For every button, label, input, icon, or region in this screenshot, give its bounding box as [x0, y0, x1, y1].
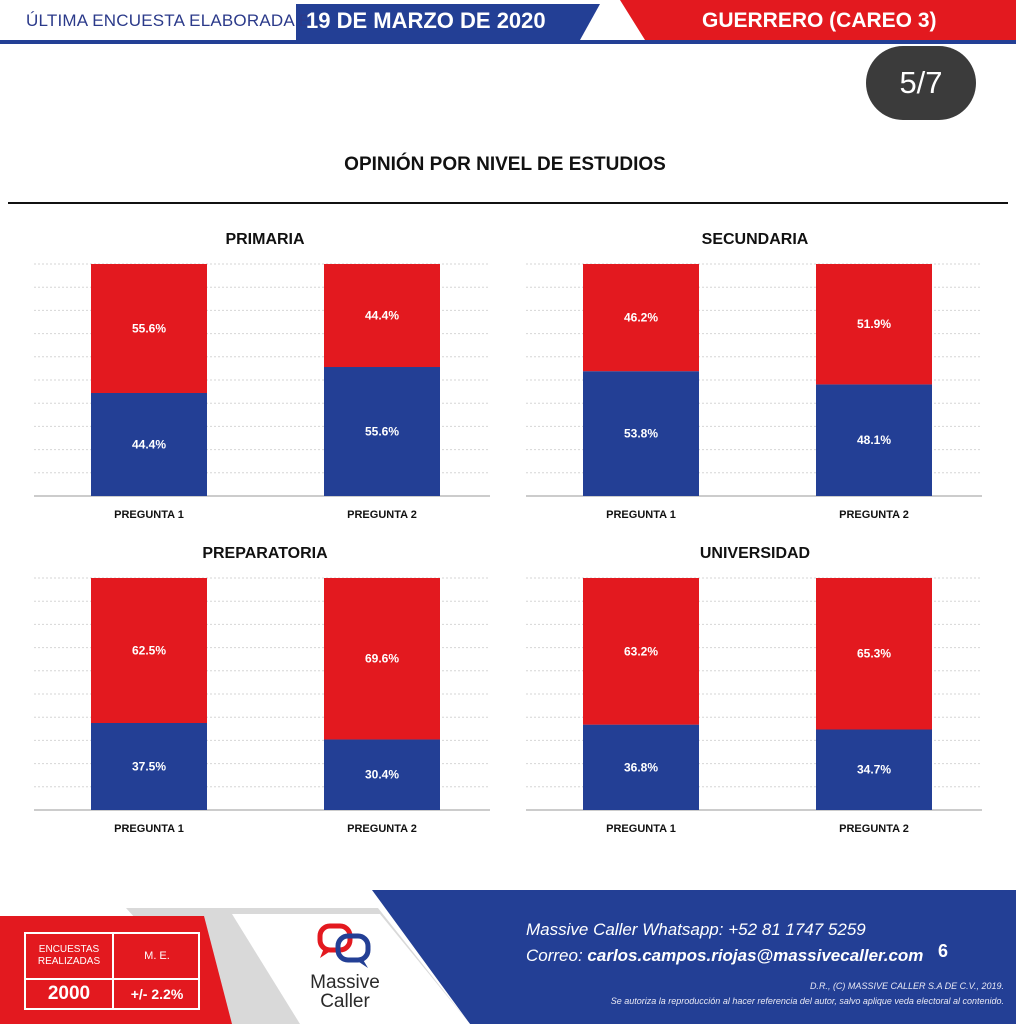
- secundaria-bar-2-segment-1: [816, 384, 932, 496]
- speech-bubbles-icon: [317, 923, 371, 968]
- whatsapp-contact: Massive Caller Whatsapp: +52 81 1747 525…: [526, 920, 866, 940]
- universidad-category-label: PREGUNTA 2: [839, 823, 909, 835]
- universidad-chart-title: UNIVERSIDAD: [700, 545, 810, 562]
- email-contact: Correo: carlos.campos.riojas@massivecall…: [526, 946, 923, 966]
- secundaria-bar-2-segment-2: [816, 264, 932, 385]
- secundaria-category-label: PREGUNTA 2: [839, 509, 909, 521]
- region-label: GUERRERO (CAREO 3): [702, 9, 937, 32]
- universidad-bar-2-segment-2: [816, 578, 932, 730]
- primaria-bar-2-segment-1: [324, 367, 440, 496]
- page-badge: 5/7: [866, 46, 976, 120]
- preparatoria-data-label: 37.5%: [132, 760, 166, 774]
- header-banner: ÚLTIMA ENCUESTA ELABORADA EL 19 DE MARZO…: [0, 0, 1016, 44]
- secundaria-data-label: 46.2%: [624, 311, 658, 325]
- preparatoria-data-label: 62.5%: [132, 644, 166, 658]
- logo-text-line1: Massive: [310, 972, 380, 993]
- preparatoria-bar-1-segment-2: [91, 578, 207, 723]
- email-label: Correo:: [526, 946, 583, 965]
- charts-area: PRIMARIA 44.4% 55.6% PREGUNTA 1 55.6% 44.4% PR…: [34, 231, 982, 835]
- whatsapp-number[interactable]: +52 81 1747 5259: [728, 920, 866, 939]
- header-background: [0, 0, 1016, 44]
- preparatoria-bar-2-segment-2: [324, 578, 440, 740]
- secundaria-category-label: PREGUNTA 1: [606, 509, 676, 521]
- universidad-data-label: 34.7%: [857, 763, 891, 777]
- primaria-bar-1-segment-2: [91, 264, 207, 393]
- preparatoria-bar-2-segment-1: [324, 739, 440, 810]
- primaria-chart-title: PRIMARIA: [225, 231, 305, 248]
- secundaria-data-label: 51.9%: [857, 317, 891, 331]
- universidad-category-label: PREGUNTA 1: [606, 823, 676, 835]
- universidad-bar-1-segment-2: [583, 578, 699, 725]
- primaria-data-label: 55.6%: [365, 425, 399, 439]
- page-number: 6: [938, 941, 949, 961]
- secundaria-bar-1-segment-2: [583, 264, 699, 372]
- secundaria-data-label: 48.1%: [857, 433, 891, 447]
- preparatoria-category-label: PREGUNTA 1: [114, 823, 184, 835]
- universidad-data-label: 36.8%: [624, 760, 658, 774]
- massive-caller-logo: Massive Caller: [300, 920, 390, 1020]
- margin-error-label: M. E.: [114, 934, 200, 980]
- surveys-label: ENCUESTAS REALIZADAS: [26, 934, 114, 980]
- email-link[interactable]: carlos.campos.riojas@massivecaller.com: [587, 946, 924, 965]
- logo-text-line2: Caller: [320, 991, 370, 1012]
- preparatoria-data-label: 69.6%: [365, 652, 399, 666]
- secundaria-data-label: 53.8%: [624, 427, 658, 441]
- reproduction-notice: Se autoriza la reproducción al hacer ref…: [610, 996, 1004, 1006]
- universidad-data-label: 65.3%: [857, 647, 891, 661]
- universidad-data-label: 63.2%: [624, 644, 658, 658]
- header-prefix: ÚLTIMA ENCUESTA ELABORADA EL: [26, 11, 321, 30]
- primaria-bar-2-segment-2: [324, 264, 440, 368]
- preparatoria-bar-1-segment-1: [91, 723, 207, 810]
- survey-stats-box: ENCUESTAS REALIZADAS M. E. 2000 +/- 2.2%: [24, 932, 200, 1010]
- footer-background: [0, 890, 1016, 1024]
- preparatoria-category-label: PREGUNTA 2: [347, 823, 417, 835]
- primaria-category-label: PREGUNTA 2: [347, 509, 417, 521]
- primaria-category-label: PREGUNTA 1: [114, 509, 184, 521]
- margin-error-value: +/- 2.2%: [130, 986, 184, 1002]
- primaria-data-label: 44.4%: [365, 309, 399, 323]
- secundaria-bar-1-segment-1: [583, 371, 699, 496]
- footer: ENCUESTAS REALIZADAS M. E. 2000 +/- 2.2%…: [0, 884, 1016, 1024]
- survey-date: 19 DE MARZO DE 2020: [306, 8, 546, 33]
- universidad-bar-2-segment-1: [816, 729, 932, 810]
- page-title: OPINIÓN POR NIVEL DE ESTUDIOS: [344, 154, 666, 175]
- copyright-notice: D.R., (C) MASSIVE CALLER S.A DE C.V., 20…: [809, 981, 1004, 991]
- secundaria-chart-title: SECUNDARIA: [702, 231, 809, 248]
- title-divider: [8, 202, 1008, 204]
- preparatoria-chart-title: PREPARATORIA: [202, 545, 328, 562]
- primaria-data-label: 55.6%: [132, 321, 166, 335]
- primaria-bar-1-segment-1: [91, 392, 207, 496]
- universidad-bar-1-segment-1: [583, 724, 699, 810]
- whatsapp-label: Massive Caller Whatsapp:: [526, 920, 724, 939]
- preparatoria-data-label: 30.4%: [365, 768, 399, 782]
- surveys-value: 2000: [26, 980, 114, 1008]
- primaria-data-label: 44.4%: [132, 437, 166, 451]
